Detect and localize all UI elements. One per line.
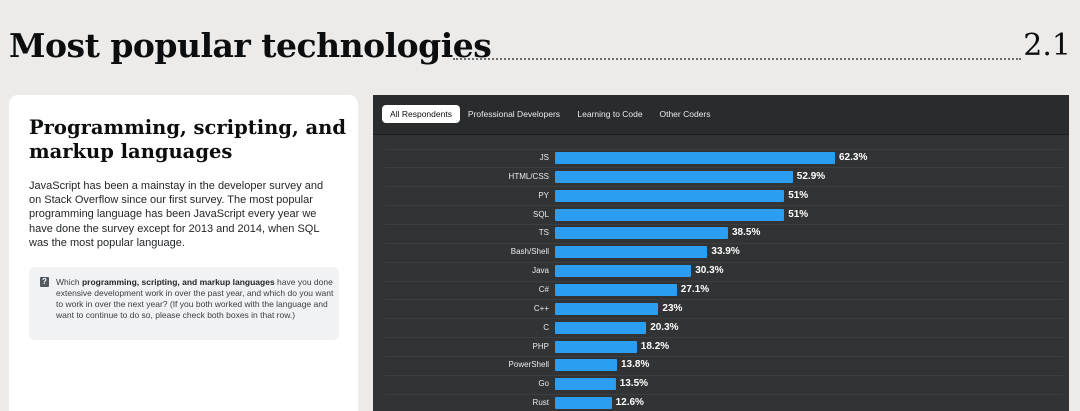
- description-card: Programming, scripting, and markup langu…: [9, 95, 358, 411]
- bar-category-label: C: [543, 323, 549, 332]
- dotted-leader: [453, 58, 1021, 60]
- bar-value-label: 62.3%: [839, 152, 868, 163]
- bar-value-label: 13.5%: [619, 378, 649, 389]
- respondent-tabs: All Respondents Professional Developers …: [373, 95, 1069, 135]
- question-mark-icon: ?: [40, 277, 49, 287]
- bar-category-label: Go: [538, 379, 549, 388]
- row-divider: [385, 356, 1063, 357]
- card-title: Programming, scripting, and markup langu…: [29, 116, 346, 163]
- bar-value-label: 51%: [788, 190, 809, 201]
- section-number: 2.1: [1023, 28, 1071, 63]
- chart-panel: All Respondents Professional Developers …: [373, 95, 1069, 411]
- bar[interactable]: [555, 171, 793, 183]
- bar-category-label: PowerShell: [508, 360, 549, 369]
- row-divider: [385, 224, 1063, 225]
- bar[interactable]: [555, 359, 617, 371]
- bar-value-label: 33.9%: [711, 246, 740, 257]
- bar-value-label: 30.3%: [695, 265, 724, 276]
- bar-category-label: PHP: [532, 342, 549, 351]
- question-prefix: Which: [56, 277, 82, 287]
- row-divider: [385, 167, 1063, 168]
- bar-value-label: 51%: [788, 209, 809, 220]
- survey-question-text: Which programming, scripting, and markup…: [56, 277, 336, 321]
- page-title: Most popular technologies: [9, 26, 492, 65]
- bar[interactable]: [555, 397, 612, 409]
- bar-category-label: Bash/Shell: [510, 247, 549, 256]
- bar[interactable]: [555, 152, 835, 164]
- tab-other-coders[interactable]: Other Coders: [659, 109, 711, 119]
- bar-category-label: SQL: [532, 210, 549, 219]
- bar[interactable]: [555, 322, 647, 334]
- tab-professional-developers[interactable]: Professional Developers: [467, 109, 561, 119]
- bar-category-label: Rust: [532, 398, 549, 407]
- bar[interactable]: [555, 378, 616, 390]
- bar[interactable]: [555, 265, 692, 277]
- bar-value-label: 12.6%: [615, 397, 644, 408]
- row-divider: [385, 337, 1063, 338]
- bar-value-label: 13.8%: [621, 359, 650, 370]
- bar-category-label: TS: [538, 228, 549, 237]
- row-divider: [385, 262, 1063, 263]
- bar-category-label: C#: [538, 285, 549, 294]
- bar-category-label: JS: [539, 153, 549, 162]
- question-suffix: have you done extensive development work…: [56, 277, 334, 320]
- bar[interactable]: [555, 341, 637, 353]
- tab-all-respondents[interactable]: All Respondents: [382, 105, 460, 123]
- bar-category-label: HTML/CSS: [508, 172, 549, 181]
- row-divider: [385, 394, 1063, 395]
- bar-value-label: 52.9%: [796, 171, 826, 182]
- bar[interactable]: [555, 209, 785, 221]
- bar[interactable]: [555, 190, 785, 202]
- row-divider: [385, 205, 1063, 206]
- bar[interactable]: [555, 303, 659, 315]
- bar-value-label: 38.5%: [732, 227, 761, 238]
- row-divider: [385, 186, 1063, 187]
- bar[interactable]: [555, 246, 708, 258]
- row-divider: [385, 243, 1063, 244]
- tab-learning-to-code[interactable]: Learning to Code: [577, 109, 643, 119]
- bar-value-label: 27.1%: [680, 284, 710, 295]
- bar-category-label: C++: [533, 304, 549, 313]
- row-divider: [385, 375, 1063, 376]
- bar-value-label: 18.2%: [640, 341, 670, 352]
- question-bold: programming, scripting, and markup langu…: [81, 277, 275, 287]
- bar-value-label: 23%: [662, 303, 683, 314]
- bar-category-label: PY: [538, 191, 549, 200]
- row-divider: [385, 299, 1063, 300]
- bar[interactable]: [555, 227, 728, 239]
- survey-question-box: ? Which programming, scripting, and mark…: [29, 267, 339, 340]
- row-divider: [385, 318, 1063, 319]
- card-body: JavaScript has been a mainstay in the de…: [29, 180, 324, 249]
- bar-value-label: 20.3%: [650, 322, 679, 333]
- row-divider: [385, 149, 1063, 150]
- bar[interactable]: [555, 284, 677, 296]
- row-divider: [385, 281, 1063, 282]
- bar-category-label: Java: [532, 266, 549, 275]
- page-header: Most popular technologies 2.1: [9, 24, 1071, 68]
